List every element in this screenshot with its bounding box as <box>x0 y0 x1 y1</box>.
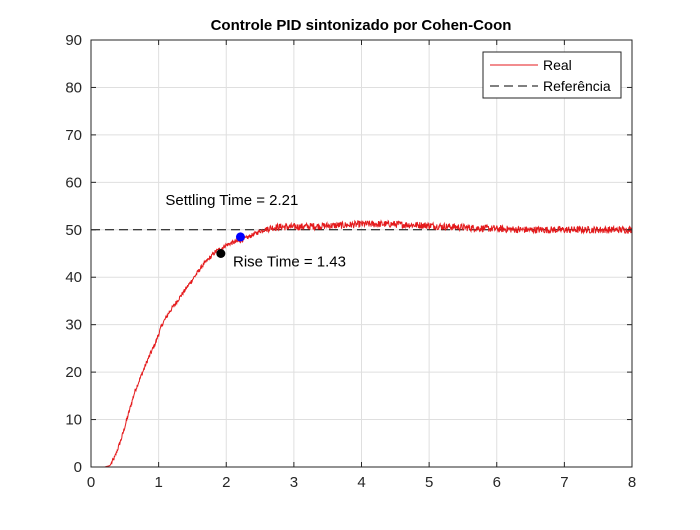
y-tick-label: 90 <box>65 32 82 49</box>
markers-layer <box>216 232 245 258</box>
rise-time-annotation: Rise Time = 1.43 <box>233 253 346 270</box>
annotations-layer: Settling Time = 2.21 Rise Time = 1.43 <box>165 192 346 270</box>
rise-time-marker <box>216 249 226 258</box>
y-tick-label: 70 <box>65 127 82 144</box>
settling-time-marker <box>235 232 245 242</box>
x-tick-label: 7 <box>560 474 568 491</box>
legend-real-label: Real <box>543 57 572 73</box>
y-tick-label: 20 <box>65 364 82 381</box>
y-tick-label: 60 <box>65 174 82 191</box>
y-tick-label: 80 <box>65 79 82 96</box>
y-tick-label: 50 <box>65 222 82 239</box>
x-tick-label: 8 <box>628 474 636 491</box>
legend-reference-label: Referência <box>543 78 611 94</box>
x-tick-label: 4 <box>357 474 365 491</box>
y-tick-label: 30 <box>65 317 82 334</box>
y-tick-label: 40 <box>65 269 82 286</box>
real-series-line <box>91 219 633 468</box>
x-tick-label: 3 <box>290 474 298 491</box>
settling-time-annotation: Settling Time = 2.21 <box>165 192 298 209</box>
legend: Real Referência <box>482 51 622 99</box>
x-tick-label: 1 <box>154 474 162 491</box>
y-tick-label: 10 <box>65 412 82 429</box>
x-tick-label: 2 <box>222 474 230 491</box>
x-tick-label: 6 <box>493 474 501 491</box>
x-tick-label: 5 <box>425 474 433 491</box>
y-tick-label: 0 <box>74 459 82 476</box>
x-tick-label: 0 <box>87 474 95 491</box>
legend-box <box>482 51 622 99</box>
chart-title: Controle PID sintonizado por Cohen-Coon <box>211 17 512 34</box>
